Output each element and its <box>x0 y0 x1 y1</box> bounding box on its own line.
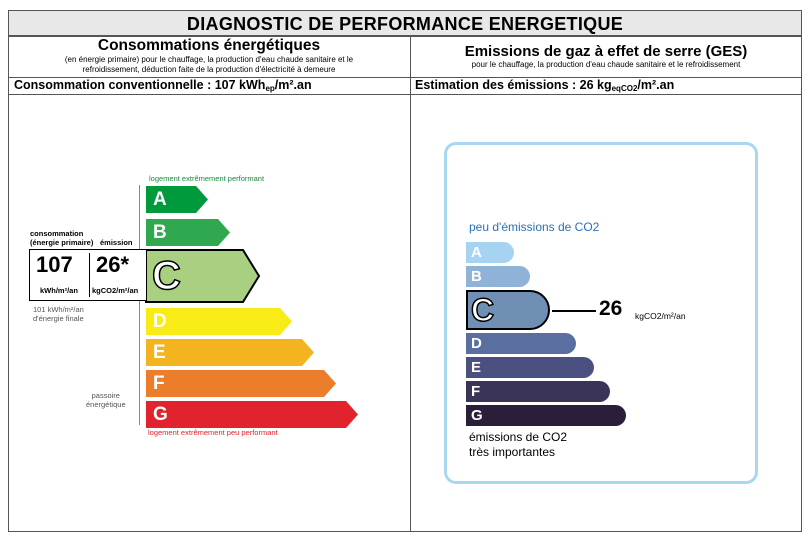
ges-class-b-letter: B <box>471 268 482 285</box>
energy-summary: Consommation conventionnelle : 107 kWhep… <box>14 78 312 93</box>
energy-class-b-bar: B <box>146 219 230 246</box>
ges-header: Emissions de gaz à effet de serre (GES) … <box>411 43 801 70</box>
ges-class-g-bar: G <box>466 405 626 426</box>
energy-class-a-bar: A <box>146 186 208 213</box>
energy-heading: Consommations énergétiques <box>97 37 321 54</box>
energy-class-g-letter: G <box>153 404 168 425</box>
ges-class-b-bar: B <box>466 266 530 287</box>
ges-class-a-bar: A <box>466 242 514 263</box>
energy-class-d-bar: D <box>146 308 292 335</box>
ges-value: 26 <box>599 297 623 320</box>
consumption-label-1: consommation <box>30 229 84 238</box>
energy-class-g-bar: G <box>146 401 358 428</box>
energy-top-note: logement extrêmement performant <box>149 174 265 183</box>
energy-header: Consommations énergétiques (en énergie p… <box>8 37 410 75</box>
header-divider <box>8 77 802 78</box>
column-divider <box>410 36 411 532</box>
final-energy-note-1: 101 kWh/m²/an <box>33 305 84 314</box>
ges-class-d-letter: D <box>471 335 482 352</box>
consumption-value: 107 <box>36 252 73 277</box>
final-energy-note-2: d'énergie finale <box>33 314 84 323</box>
ges-bottom-note-2: très importantes <box>469 445 556 459</box>
ges-summary-label: Estimation des émissions : 26 kg <box>415 78 612 92</box>
passoire-note: passoire énergétique <box>86 391 126 409</box>
ges-bottom-note: émissions de CO2 très importantes <box>469 430 567 460</box>
energy-summary-label: Consommation conventionnelle : 107 kWh <box>14 78 266 92</box>
energy-subheading-1: (en énergie primaire) pour le chauffage,… <box>64 55 354 64</box>
passoire-note-2: énergétique <box>86 400 126 409</box>
passoire-note-1: passoire <box>91 391 120 400</box>
ges-class-c-letter: C <box>470 291 495 329</box>
ges-class-d-bar: D <box>466 333 576 354</box>
energy-class-b-letter: B <box>153 222 167 243</box>
ges-summary: Estimation des émissions : 26 kgeqCO2/m²… <box>415 78 674 93</box>
ges-unit: kgCO2/m²/an <box>635 311 686 321</box>
final-energy-note: 101 kWh/m²/an d'énergie finale <box>33 305 84 323</box>
ges-class-a-letter: A <box>471 244 482 261</box>
ges-class-f-bar: F <box>466 381 610 402</box>
ges-summary-unit: /m².an <box>637 78 675 92</box>
energy-class-f-bar: F <box>146 370 336 397</box>
ges-class-f-letter: F <box>471 383 481 400</box>
ges-heading: Emissions de gaz à effet de serre (GES) <box>464 43 748 60</box>
consumption-box-divider <box>89 253 90 297</box>
emission-unit: kgCO2/m²/an <box>92 286 139 295</box>
energy-summary-sub: ep <box>265 84 275 93</box>
consumption-box: 107 26* kWh/m²/an kgCO2/m²/an <box>29 249 147 301</box>
main-frame <box>8 36 802 532</box>
emission-value: 26* <box>96 252 130 277</box>
energy-class-a-letter: A <box>153 189 167 210</box>
ges-top-note: peu d'émissions de CO2 <box>469 220 600 234</box>
energy-class-e-letter: E <box>153 342 166 363</box>
ges-class-e-letter: E <box>471 359 482 376</box>
energy-scale-line <box>139 185 140 425</box>
ges-pointer-line <box>552 310 596 312</box>
ges-class-g-letter: G <box>471 407 483 424</box>
ges-label-frame <box>444 142 758 484</box>
ges-class-c-bar: C <box>466 290 550 330</box>
ges-subheading: pour le chauffage, la production d'eau c… <box>471 60 741 69</box>
consumption-unit: kWh/m²/an <box>40 286 78 295</box>
energy-class-c-letter: C <box>151 253 181 299</box>
energy-class-d-letter: D <box>153 311 167 332</box>
page-title: DIAGNOSTIC DE PERFORMANCE ENERGETIQUE <box>8 10 802 36</box>
emission-label: émission <box>100 238 133 247</box>
consumption-label-2: (énergie primaire) <box>30 238 94 247</box>
ges-summary-sub: eqCO2 <box>611 84 638 93</box>
energy-bottom-note: logement extrêmement peu performant <box>148 428 278 437</box>
energy-subheading-2: refroidissement, déduction faite de la p… <box>82 65 336 74</box>
summary-divider <box>8 94 802 95</box>
energy-summary-unit: /m².an <box>274 78 312 92</box>
energy-class-e-bar: E <box>146 339 314 366</box>
ges-class-e-bar: E <box>466 357 594 378</box>
energy-class-c-bar: C <box>145 249 261 303</box>
consumption-label: consommation (énergie primaire) <box>30 229 93 247</box>
energy-class-f-letter: F <box>153 373 165 394</box>
ges-bottom-note-1: émissions de CO2 <box>469 430 568 444</box>
